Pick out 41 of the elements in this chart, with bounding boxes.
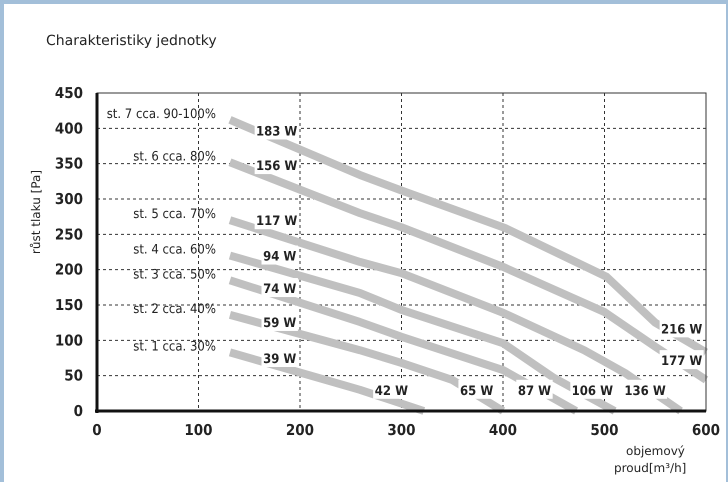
annotation: 106 W [572,384,614,399]
chart-title: Charakteristiky jednotky [46,33,217,49]
y-tick-label: 400 [54,119,83,138]
x-tick-label: 600 [692,421,720,439]
annotation: 74 W [263,282,296,298]
x-tick-label: 300 [387,421,416,439]
x-axis-title: objemový proud[m³/h] [614,444,686,475]
annotation: 94 W [263,250,296,265]
series-label: st. 3 cca. 50% [133,267,216,282]
y-tick-label: 0 [74,402,83,420]
y-tick-label: 250 [54,225,83,244]
y-tick-label: 450 [54,84,83,102]
y-tick-label: 350 [54,154,83,173]
series-label: st. 4 cca. 60% [133,242,216,258]
annotation: 156 W [256,159,298,174]
annotation: 216 W [660,322,702,338]
y-tick-label: 200 [54,260,83,279]
series-label: st. 6 cca. 80% [133,149,216,164]
x-tick-label: 100 [184,421,213,439]
annotation: 87 W [518,384,552,399]
series-label: st. 5 cca. 70% [133,207,216,222]
annotation: 39 W [263,352,296,367]
x-tick-label: 500 [590,421,619,439]
y-tick-label: 300 [54,190,83,208]
annotation: 65 W [460,384,494,399]
annotation: 117 W [256,214,298,230]
x-tick-label: 400 [488,421,518,439]
annotation: 42 W [374,384,408,399]
y-tick-label: 50 [64,366,83,385]
annotation: 177 W [660,354,702,370]
series-label: st. 2 cca. 40% [133,302,216,317]
y-axis-title: růst tlaku [Pa] [29,170,43,254]
annotation: 59 W [263,316,296,331]
y-tick-label: 150 [54,296,83,314]
series-label: st. 1 cca. 30% [133,339,216,354]
x-tick-label: 200 [286,421,314,439]
annotation: 183 W [256,124,298,140]
annotation: 136 W [624,384,666,399]
y-tick-label: 100 [54,331,83,350]
series-label: st. 7 cca. 90-100% [106,106,216,122]
x-tick-label: 0 [92,421,102,439]
